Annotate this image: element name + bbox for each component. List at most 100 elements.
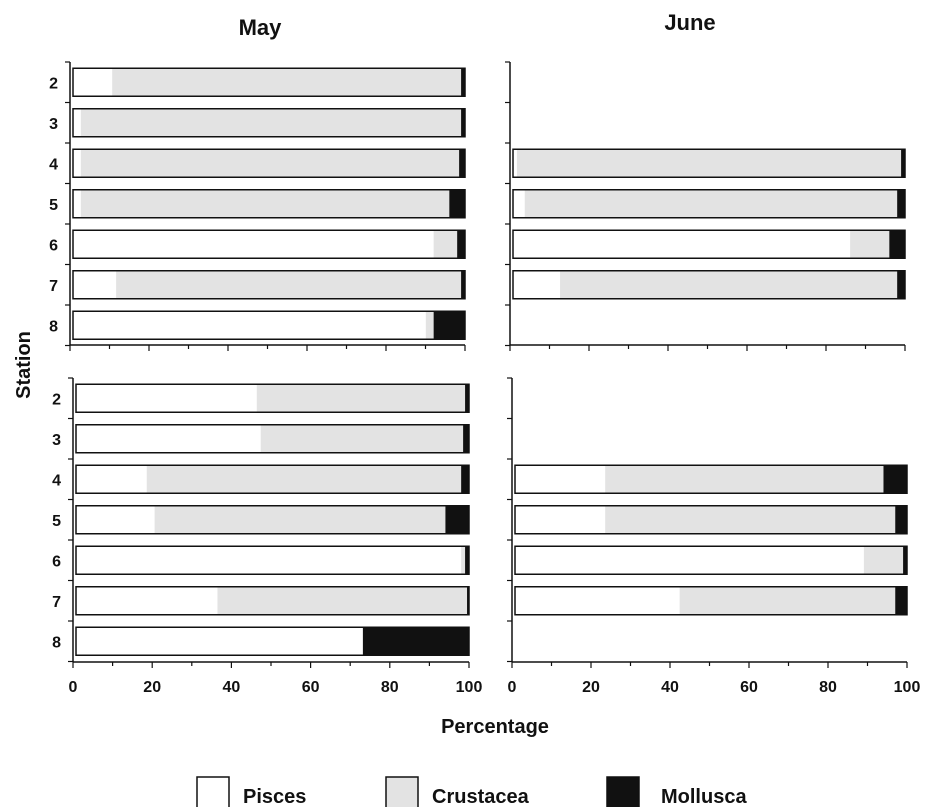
bar-pisces-may-bottom-station-4 xyxy=(76,465,147,494)
bar-crustacea-may-bottom-station-5 xyxy=(154,505,446,534)
bar-mollusca-may-bottom-station-4 xyxy=(461,465,469,494)
x-tick-label-june-bottom: 40 xyxy=(661,679,679,696)
station-label-may-bottom: 8 xyxy=(52,634,61,651)
x-tick-label-may-bottom: 80 xyxy=(381,679,399,696)
bar-crustacea-may-bottom-station-6 xyxy=(461,546,466,575)
panel-title-june: June xyxy=(664,10,715,35)
bar-mollusca-june-bottom-station-4 xyxy=(883,465,907,494)
bar-crustacea-june-top-station-4 xyxy=(516,149,902,178)
bar-crustacea-june-top-station-7 xyxy=(560,270,898,299)
panel-title-may: May xyxy=(239,15,283,40)
bar-pisces-may-bottom-station-5 xyxy=(76,505,155,534)
bar-crustacea-june-bottom-station-4 xyxy=(605,465,884,494)
bar-pisces-may-top-station-5 xyxy=(73,189,81,218)
bar-crustacea-may-bottom-station-4 xyxy=(146,465,462,494)
bar-outline-june-bottom-station-6 xyxy=(514,545,908,575)
bar-mollusca-may-top-station-8 xyxy=(433,311,465,340)
bar-mollusca-may-bottom-station-8 xyxy=(362,627,469,656)
bar-mollusca-may-top-station-2 xyxy=(461,68,465,97)
bar-outline-may-bottom-station-2 xyxy=(75,383,470,413)
bar-mollusca-may-bottom-station-2 xyxy=(465,384,469,413)
bar-outline-may-top-station-2 xyxy=(72,67,466,97)
bar-crustacea-june-top-station-5 xyxy=(524,189,898,218)
bar-pisces-june-bottom-station-6 xyxy=(515,546,864,575)
station-label-may-bottom: 4 xyxy=(52,472,61,489)
bar-mollusca-may-top-station-6 xyxy=(457,230,465,259)
bar-crustacea-may-bottom-station-7 xyxy=(217,586,468,615)
station-label-may-bottom: 2 xyxy=(52,391,61,408)
station-label-may-top: 8 xyxy=(49,318,58,335)
bar-mollusca-may-bottom-station-6 xyxy=(465,546,469,575)
bar-pisces-june-bottom-station-5 xyxy=(515,505,606,534)
bar-outline-june-top-station-7 xyxy=(512,270,906,300)
bar-pisces-may-bottom-station-7 xyxy=(76,586,218,615)
bar-pisces-may-bottom-station-2 xyxy=(76,384,257,413)
bar-mollusca-june-bottom-station-6 xyxy=(903,546,907,575)
station-label-may-top: 6 xyxy=(49,237,58,254)
bar-outline-june-top-station-6 xyxy=(512,229,906,259)
bar-outline-june-top-station-5 xyxy=(512,189,906,219)
bar-crustacea-may-top-station-3 xyxy=(80,108,462,137)
bar-outline-may-top-station-8 xyxy=(72,310,466,340)
bar-mollusca-june-top-station-5 xyxy=(897,189,905,218)
bar-pisces-may-top-station-8 xyxy=(73,311,426,340)
bar-pisces-may-top-station-7 xyxy=(73,270,117,299)
bar-crustacea-june-bottom-station-7 xyxy=(679,586,896,615)
x-tick-label-may-bottom: 100 xyxy=(456,679,483,696)
bar-mollusca-may-bottom-station-7 xyxy=(467,586,469,615)
bar-crustacea-may-bottom-station-2 xyxy=(256,384,466,413)
x-axis-label: Percentage xyxy=(441,716,549,738)
bar-crustacea-may-bottom-station-3 xyxy=(260,424,464,453)
station-label-may-bottom: 3 xyxy=(52,432,61,449)
x-tick-label-may-bottom: 20 xyxy=(143,679,161,696)
bar-outline-may-bottom-station-6 xyxy=(75,545,470,575)
bar-mollusca-june-top-station-6 xyxy=(889,230,905,259)
bar-pisces-june-bottom-station-4 xyxy=(515,465,606,494)
station-label-may-top: 7 xyxy=(49,278,58,295)
bar-outline-may-top-station-3 xyxy=(72,108,466,138)
station-label-may-top: 5 xyxy=(49,197,58,214)
bar-outline-may-bottom-station-7 xyxy=(75,586,470,616)
station-label-may-bottom: 5 xyxy=(52,513,61,530)
bar-mollusca-may-bottom-station-3 xyxy=(463,424,469,453)
x-tick-label-may-bottom: 0 xyxy=(69,679,78,696)
bar-pisces-june-top-station-6 xyxy=(513,230,851,259)
station-label-may-bottom: 7 xyxy=(52,594,61,611)
bar-pisces-may-bottom-station-6 xyxy=(76,546,462,575)
x-tick-label-may-bottom: 40 xyxy=(223,679,241,696)
bar-mollusca-may-top-station-3 xyxy=(461,108,465,137)
bar-crustacea-may-top-station-7 xyxy=(116,270,462,299)
bar-crustacea-june-bottom-station-6 xyxy=(863,546,904,575)
legend-label-crustacea: Crustacea xyxy=(432,786,530,807)
legend-swatch-mollusca xyxy=(606,776,640,807)
bar-mollusca-june-top-station-4 xyxy=(901,149,905,178)
bar-outline-june-bottom-station-5 xyxy=(514,505,908,535)
x-tick-label-may-bottom: 60 xyxy=(302,679,320,696)
bar-mollusca-june-top-station-7 xyxy=(897,270,905,299)
bar-outline-may-bottom-station-3 xyxy=(75,424,470,454)
bar-mollusca-may-top-station-7 xyxy=(461,270,465,299)
bar-pisces-may-top-station-4 xyxy=(73,149,81,178)
bar-pisces-may-top-station-6 xyxy=(73,230,434,259)
x-tick-label-june-bottom: 60 xyxy=(740,679,758,696)
bar-crustacea-may-top-station-6 xyxy=(433,230,458,259)
bar-crustacea-may-top-station-4 xyxy=(80,149,460,178)
x-tick-label-june-bottom: 0 xyxy=(508,679,517,696)
bar-outline-june-top-station-4 xyxy=(512,148,906,178)
bar-pisces-june-top-station-5 xyxy=(513,189,525,218)
x-tick-label-june-bottom: 80 xyxy=(819,679,837,696)
bar-pisces-may-top-station-3 xyxy=(73,108,81,137)
bar-outline-may-top-station-4 xyxy=(72,148,466,178)
bar-mollusca-may-top-station-4 xyxy=(459,149,465,178)
legend-label-mollusca: Mollusca xyxy=(661,786,747,807)
legend-label-pisces: Pisces xyxy=(243,786,306,807)
bar-pisces-may-bottom-station-3 xyxy=(76,424,261,453)
bar-mollusca-may-bottom-station-5 xyxy=(445,505,469,534)
bar-outline-may-bottom-station-4 xyxy=(75,464,470,494)
bar-outline-may-bottom-station-5 xyxy=(75,505,470,535)
y-axis-label: Station xyxy=(13,331,35,399)
legend-swatch-pisces xyxy=(196,776,230,807)
x-tick-label-june-bottom: 100 xyxy=(894,679,921,696)
bar-outline-may-top-station-6 xyxy=(72,229,466,259)
bar-crustacea-june-bottom-station-5 xyxy=(605,505,896,534)
